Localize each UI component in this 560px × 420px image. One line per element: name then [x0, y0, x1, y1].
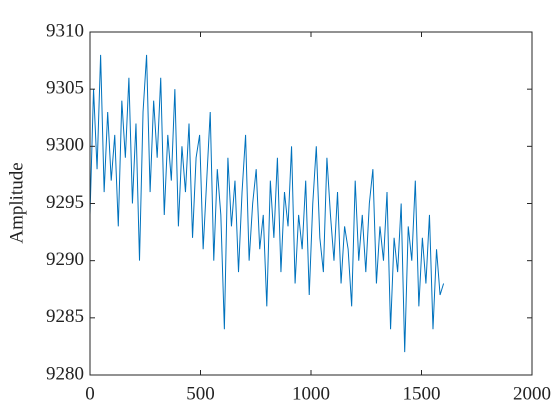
y-tick-label: 9290 — [46, 249, 84, 270]
y-tick-label: 9280 — [46, 363, 84, 384]
y-tick-label: 9295 — [46, 192, 84, 213]
y-axis-label: Amplitude — [6, 162, 27, 243]
x-tick-label: 0 — [85, 383, 95, 404]
y-tick-label: 9305 — [46, 78, 84, 99]
x-tick-label: 500 — [186, 383, 215, 404]
y-tick-label: 9310 — [46, 20, 84, 41]
data-line — [89, 54, 445, 353]
x-tick-label: 1500 — [403, 383, 441, 404]
x-tick-label: 2000 — [513, 383, 551, 404]
plot-frame — [89, 31, 533, 376]
x-tick-label: 1000 — [292, 383, 330, 404]
y-tick-label: 9285 — [46, 306, 84, 327]
y-tick-label: 9300 — [46, 135, 84, 156]
